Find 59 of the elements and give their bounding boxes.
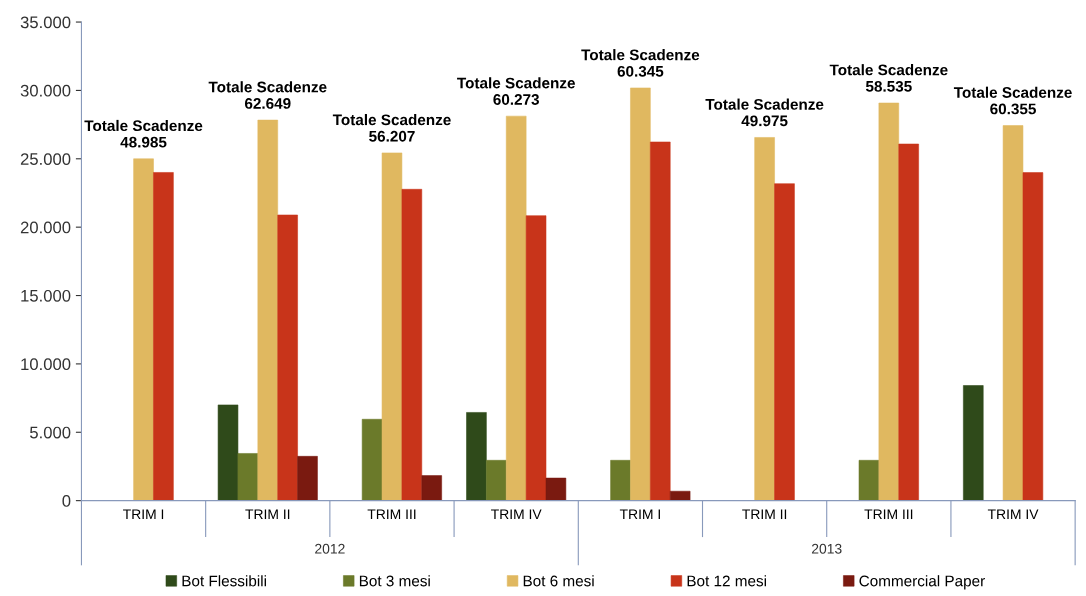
bar — [297, 456, 318, 501]
bar — [774, 183, 795, 501]
annotation: Totale Scadenze 56.207 — [332, 114, 451, 142]
bar — [963, 385, 984, 501]
bar — [217, 404, 239, 501]
legend-label: Bot 3 mesi — [359, 575, 430, 587]
bar — [401, 189, 423, 501]
text: 2012 — [315, 543, 345, 554]
bar — [466, 412, 487, 501]
bar — [878, 102, 900, 501]
bar — [361, 419, 383, 501]
bar — [898, 143, 919, 501]
x-tick-label: TRIM III — [864, 509, 913, 520]
bar — [133, 158, 154, 501]
bar — [754, 137, 775, 501]
bar — [237, 453, 259, 501]
x-tick-label: TRIM III — [367, 509, 416, 520]
x-tick-label: TRIM I — [123, 509, 164, 520]
bar — [277, 214, 298, 501]
annotation: Totale Scadenze 60.345 — [581, 49, 700, 77]
bar — [381, 152, 403, 501]
bar — [525, 215, 547, 501]
x-tick-label: TRIM II — [245, 509, 290, 520]
bar — [630, 87, 651, 501]
bar — [858, 460, 880, 501]
bar — [610, 460, 631, 501]
annotation: Totale Scadenze 60.355 — [953, 86, 1072, 115]
y-tick-label: 5.000 — [30, 426, 71, 439]
bar — [486, 460, 507, 501]
bar — [545, 477, 567, 501]
legend-label: Bot 6 mesi — [523, 575, 594, 587]
annotation: Totale Scadenze 62.649 — [208, 81, 327, 109]
text: 2013 — [811, 543, 842, 554]
annotation: Totale Scadenze 49.975 — [705, 98, 824, 127]
y-tick-label: 30.000 — [20, 84, 71, 97]
bar — [505, 115, 527, 501]
y-tick-label: 25.000 — [20, 153, 71, 165]
legend-label: Bot Flessibili — [182, 575, 266, 587]
annotation: Totale Scadenze 60.273 — [457, 77, 575, 105]
x-tick-label: TRIM II — [742, 509, 787, 520]
x-tick-label: TRIM IV — [987, 509, 1039, 520]
y-tick-label: 35.000 — [20, 16, 71, 29]
legend-label: Commercial Paper — [859, 575, 985, 590]
bar — [153, 172, 174, 501]
y-tick-label: 10.000 — [21, 358, 71, 371]
bar — [650, 141, 671, 501]
bar — [1002, 125, 1024, 501]
bar — [669, 490, 691, 501]
x-tick-label: TRIM I — [619, 509, 660, 520]
bar — [421, 475, 442, 501]
annotation: Totale Scadenze 48.985 — [84, 119, 203, 148]
annotation: Totale Scadenze 58.535 — [829, 64, 948, 92]
y-tick-label: 0 — [62, 495, 71, 507]
legend-label: Bot 12 mesi — [687, 575, 766, 587]
bar — [257, 119, 278, 501]
bar — [1022, 172, 1044, 501]
x-tick-label: TRIM IV — [491, 509, 542, 520]
y-tick-label: 15.000 — [21, 289, 71, 302]
y-tick-label: 20.000 — [20, 221, 71, 234]
